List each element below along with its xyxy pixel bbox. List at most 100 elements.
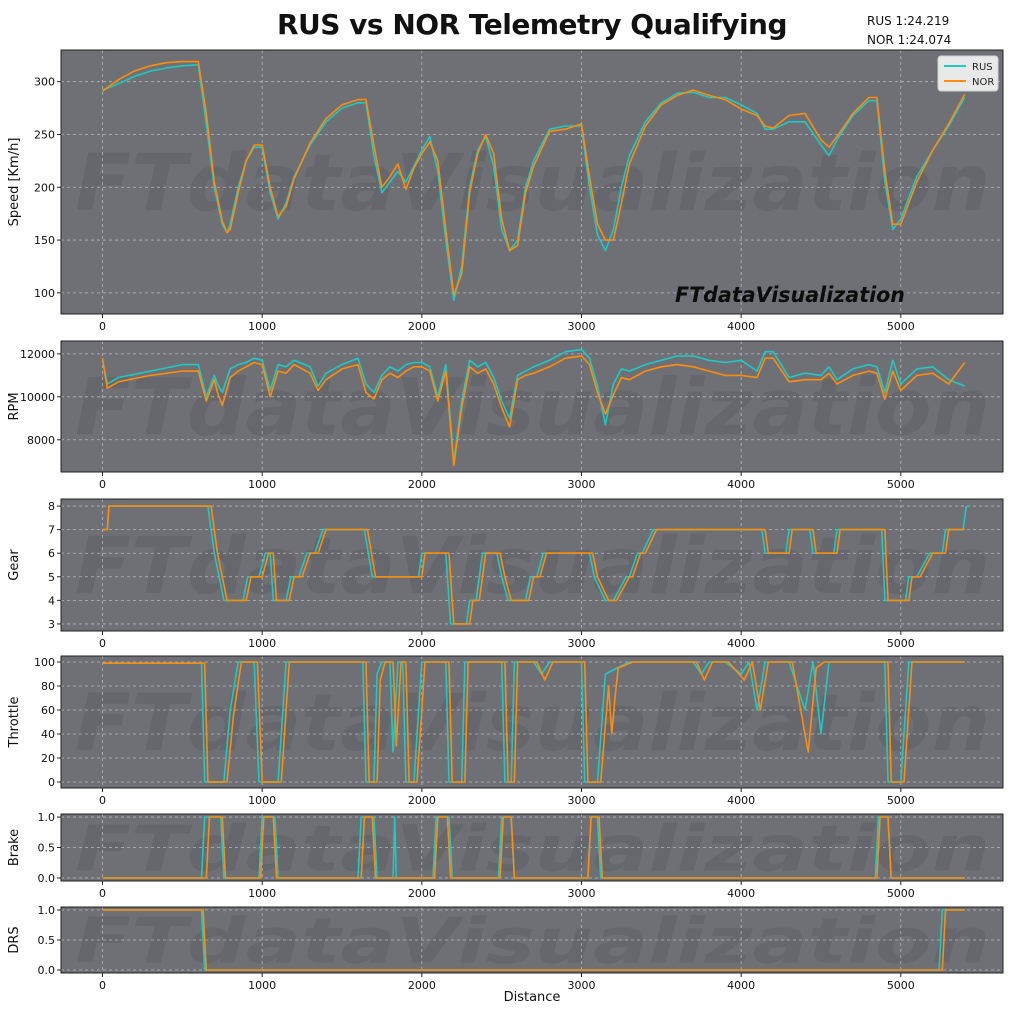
x-tick-label: 4000 <box>727 478 755 491</box>
x-tick-label: 5000 <box>887 887 915 900</box>
y-tick-label: 0 <box>48 776 55 789</box>
nor-laptime: NOR 1:24.074 <box>867 33 952 47</box>
y-tick-label: 6 <box>48 547 55 560</box>
legend: RUS NOR <box>937 55 999 92</box>
plot-frame <box>60 340 1004 473</box>
x-tick-label: 4000 <box>727 794 755 807</box>
y-axis-label: Gear <box>7 549 22 581</box>
x-tick-label: 4000 <box>727 637 755 650</box>
y-axis-label: Brake <box>7 829 22 866</box>
x-tick-label: 3000 <box>567 979 595 992</box>
x-tick-label: 0 <box>99 637 106 650</box>
plot-area <box>61 656 1003 788</box>
y-tick-label: 20 <box>41 752 55 765</box>
y-tick-label: 150 <box>34 234 55 247</box>
x-tick-label: 2000 <box>408 794 436 807</box>
x-tick-label: 0 <box>99 887 106 900</box>
y-tick-label: 1.0 <box>38 904 56 917</box>
x-tick-label: 1000 <box>248 794 276 807</box>
y-tick-label: 12000 <box>20 348 55 361</box>
y-tick-label: 5 <box>48 571 55 584</box>
series-line-nor <box>102 909 965 971</box>
y-tick-label: 80 <box>41 680 55 693</box>
y-tick-label: 300 <box>34 76 55 89</box>
x-tick-label: 4000 <box>727 320 755 333</box>
x-tick-label: 0 <box>99 478 106 491</box>
watermark-text: FTdataVisualization <box>75 522 990 612</box>
x-tick-label: 2000 <box>408 979 436 992</box>
series-line-nor <box>102 661 965 783</box>
legend-box <box>937 55 999 92</box>
y-axis-label: RPM <box>7 392 22 420</box>
x-tick-label: 0 <box>99 320 106 333</box>
signature-watermark: FTdataVisualization <box>675 283 905 307</box>
x-tick-label: 5000 <box>887 637 915 650</box>
plot-frame <box>60 655 1004 789</box>
y-tick-label: 0.0 <box>38 964 56 977</box>
y-tick-label: 0.0 <box>38 872 56 885</box>
series-line-rus <box>101 348 965 463</box>
y-tick-label: 4 <box>48 594 55 607</box>
legend-label-nor: NOR <box>972 77 994 88</box>
legend-label-rus: RUS <box>972 62 993 73</box>
y-tick-label: 100 <box>34 656 55 669</box>
y-tick-label: 60 <box>41 704 55 717</box>
y-tick-label: 40 <box>41 728 55 741</box>
y-tick-label: 8 <box>48 500 55 513</box>
x-tick-label: 3000 <box>567 794 595 807</box>
y-tick-label: 1.0 <box>38 811 56 824</box>
x-tick-label: 2000 <box>408 478 436 491</box>
watermark-text: FTdataVisualization <box>75 905 990 978</box>
x-tick-label: 4000 <box>727 979 755 992</box>
y-tick-label: 8000 <box>27 434 55 447</box>
x-tick-label: 0 <box>99 979 106 992</box>
y-axis-label: Throttle <box>7 697 22 749</box>
x-tick-label: 1000 <box>248 478 276 491</box>
plot-area <box>61 341 1003 472</box>
y-tick-label: 10000 <box>20 391 55 404</box>
plot-frame <box>60 498 1004 632</box>
x-tick-label: 3000 <box>567 887 595 900</box>
chart-title: RUS vs NOR Telemetry Qualifying <box>276 8 788 41</box>
plot-area <box>61 50 1003 314</box>
rus-laptime: RUS 1:24.219 <box>867 14 950 28</box>
plot-frame <box>60 49 1004 315</box>
chart-panel-gear: FTdataVisualization 0 1000 2000 3000 4000 5000… <box>7 498 1004 650</box>
x-tick-label: 0 <box>99 794 106 807</box>
x-tick-label: 1000 <box>248 320 276 333</box>
watermark-text: FTdataVisualization <box>75 812 990 886</box>
series-line-nor <box>102 505 965 625</box>
y-axis-label: DRS <box>7 926 22 953</box>
watermark-text: FTdataVisualization <box>75 139 990 229</box>
x-tick-label: 4000 <box>727 887 755 900</box>
x-tick-label: 2000 <box>408 637 436 650</box>
series-line-nor <box>102 60 966 296</box>
x-tick-label: 5000 <box>887 320 915 333</box>
x-tick-label: 1000 <box>248 887 276 900</box>
series-line-nor <box>101 355 966 467</box>
x-tick-label: 5000 <box>887 979 915 992</box>
plot-area <box>61 499 1003 631</box>
y-tick-label: 3 <box>48 618 55 631</box>
y-tick-label: 0.5 <box>38 842 56 855</box>
x-tick-label: 1000 <box>248 979 276 992</box>
x-tick-label: 5000 <box>887 478 915 491</box>
x-tick-label: 1000 <box>248 637 276 650</box>
x-tick-label: 3000 <box>567 637 595 650</box>
y-tick-label: 250 <box>34 128 55 141</box>
x-tick-label: 3000 <box>567 478 595 491</box>
y-tick-label: 7 <box>48 524 55 537</box>
watermark-text: FTdataVisualization <box>75 679 990 769</box>
y-tick-label: 0.5 <box>38 934 56 947</box>
chart-panel-speed: FTdataVisualization 0 1000 2000 3000 4000 5000… <box>7 49 1004 333</box>
y-axis-label: Speed [Km/h] <box>7 138 22 227</box>
y-tick-label: 200 <box>34 181 55 194</box>
x-tick-label: 2000 <box>408 320 436 333</box>
y-tick-label: 100 <box>34 287 55 300</box>
x-tick-label: 5000 <box>887 794 915 807</box>
series-line-nor <box>102 816 965 879</box>
